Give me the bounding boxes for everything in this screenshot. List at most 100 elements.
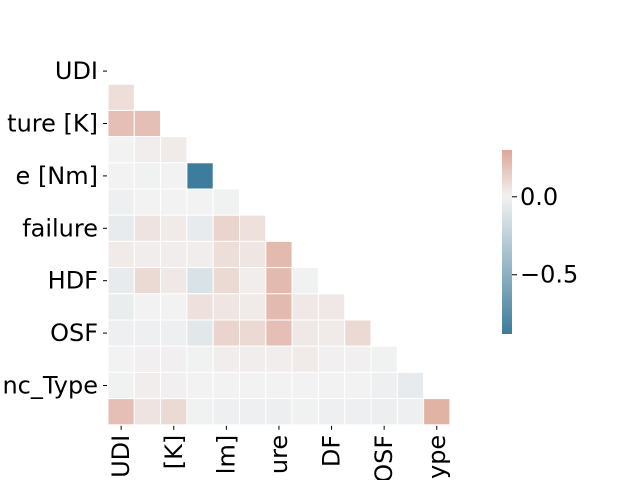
heatmap-cell-r5-c4 xyxy=(212,188,240,216)
heatmap-cell-r13-c11 xyxy=(396,398,425,426)
heatmap-cell-r11-c6 xyxy=(265,345,293,373)
heatmap-cell-r11-c9 xyxy=(344,345,372,373)
heatmap-cell-r11-c8 xyxy=(317,345,346,373)
heatmap-cell-r13-c2 xyxy=(160,398,188,426)
heatmap-cell-r12-c5 xyxy=(239,371,267,400)
heatmap-cell-r9-c0 xyxy=(107,293,135,321)
y-tick-label: e [Nm] xyxy=(16,162,98,190)
heatmap-cell-r6-c5 xyxy=(239,214,267,242)
heatmap-cell-r4-c0 xyxy=(107,162,135,190)
y-tick-label: UDI xyxy=(55,57,98,85)
heatmap-cell-r7-c6 xyxy=(265,240,293,269)
heatmap-cell-r12-c8 xyxy=(317,371,346,400)
heatmap-cell-r11-c10 xyxy=(370,345,398,373)
heatmap-cell-r12-c4 xyxy=(212,371,240,400)
heatmap-cell-r5-c3 xyxy=(186,188,214,216)
heatmap-cell-r4-c1 xyxy=(133,162,162,190)
heatmap-cell-r6-c4 xyxy=(212,214,240,242)
heatmap-cell-r9-c7 xyxy=(291,293,319,321)
y-tick-label: OSF xyxy=(50,319,98,347)
heatmap-cell-r8-c6 xyxy=(265,267,293,295)
heatmap-cell-r13-c9 xyxy=(344,398,372,426)
heatmap-cell-r9-c1 xyxy=(133,293,162,321)
x-tick-label: [K] xyxy=(160,435,188,469)
heatmap-cell-r6-c3 xyxy=(186,214,214,242)
heatmap-cell-r1-c0 xyxy=(107,83,135,111)
heatmap-cell-r12-c0 xyxy=(107,371,135,400)
heatmap-cell-r10-c9 xyxy=(344,319,372,347)
heatmap-cell-r8-c1 xyxy=(133,267,162,295)
heatmap-cell-r9-c8 xyxy=(317,293,346,321)
heatmap-cell-r12-c7 xyxy=(291,371,319,400)
heatmap-cell-r7-c2 xyxy=(160,240,188,269)
heatmap-cell-r12-c9 xyxy=(344,371,372,400)
heatmap-cell-r11-c2 xyxy=(160,345,188,373)
heatmap-cell-r3-c1 xyxy=(133,136,162,164)
heatmap-cell-r10-c3 xyxy=(186,319,214,347)
heatmap-cell-r8-c5 xyxy=(239,267,267,295)
heatmap-cell-r10-c4 xyxy=(212,319,240,347)
heatmap-cell-r9-c6 xyxy=(265,293,293,321)
heatmap-cell-r8-c0 xyxy=(107,267,135,295)
heatmap-cell-r8-c7 xyxy=(291,267,319,295)
x-tick-label: lm] xyxy=(212,435,240,474)
heatmap-cell-r8-c2 xyxy=(160,267,188,295)
heatmap-cell-r10-c7 xyxy=(291,319,319,347)
heatmap-cell-r13-c1 xyxy=(133,398,162,426)
heatmap-cell-r3-c0 xyxy=(107,136,135,164)
heatmap-cell-r12-c11 xyxy=(396,371,425,400)
heatmap-cell-r10-c5 xyxy=(239,319,267,347)
heatmap-cell-r7-c1 xyxy=(133,240,162,269)
heatmap-cell-r13-c8 xyxy=(317,398,346,426)
heatmap-cell-r7-c3 xyxy=(186,240,214,269)
heatmap-cell-r11-c7 xyxy=(291,345,319,373)
heatmap-cell-r11-c4 xyxy=(212,345,240,373)
colorbar xyxy=(502,150,512,334)
heatmap-cell-r7-c4 xyxy=(212,240,240,269)
heatmap-cell-r11-c5 xyxy=(239,345,267,373)
x-tick-label: ure xyxy=(265,435,293,474)
heatmap-cell-r12-c10 xyxy=(370,371,398,400)
heatmap-cell-r6-c1 xyxy=(133,214,162,242)
y-tick-label: failure xyxy=(22,214,98,242)
colorbar-tick-label: 0.0 xyxy=(520,183,558,211)
heatmap-cell-r11-c3 xyxy=(186,345,214,373)
heatmap-cell-r8-c3 xyxy=(186,267,214,295)
heatmap-cell-r13-c0 xyxy=(107,398,135,426)
heatmap-cell-r8-c4 xyxy=(212,267,240,295)
heatmap-cell-r12-c2 xyxy=(160,371,188,400)
heatmap-cell-r10-c0 xyxy=(107,319,135,347)
heatmap-cell-r9-c5 xyxy=(239,293,267,321)
y-tick-label: ture [K] xyxy=(7,110,98,138)
heatmap-cell-r11-c1 xyxy=(133,345,162,373)
heatmap-cell-r10-c6 xyxy=(265,319,293,347)
y-tick-label: HDF xyxy=(48,267,98,295)
heatmap-cell-r9-c4 xyxy=(212,293,240,321)
heatmap-cell-r6-c0 xyxy=(107,214,135,242)
heatmap-cell-r13-c6 xyxy=(265,398,293,426)
heatmap-cell-r2-c1 xyxy=(133,109,162,138)
heatmap-cell-r5-c2 xyxy=(160,188,188,216)
heatmap-cell-r12-c6 xyxy=(265,371,293,400)
heatmap-cell-r10-c2 xyxy=(160,319,188,347)
heatmap-cell-r10-c1 xyxy=(133,319,162,347)
heatmap-cell-r13-c5 xyxy=(239,398,267,426)
heatmap-cell-r6-c2 xyxy=(160,214,188,242)
heatmap-cell-r5-c0 xyxy=(107,188,135,216)
heatmap-cell-r7-c5 xyxy=(239,240,267,269)
heatmap-cell-r13-c4 xyxy=(212,398,240,426)
heatmap-cell-r13-c7 xyxy=(291,398,319,426)
heatmap-cell-r3-c2 xyxy=(160,136,188,164)
heatmap-cell-r4-c2 xyxy=(160,162,188,190)
heatmap-cell-r12-c3 xyxy=(186,371,214,400)
heatmap-cell-r5-c1 xyxy=(133,188,162,216)
heatmap-cell-r13-c3 xyxy=(186,398,214,426)
heatmap-cell-r7-c0 xyxy=(107,240,135,269)
heatmap-cell-r13-c10 xyxy=(370,398,398,426)
heatmap-cell-r11-c0 xyxy=(107,345,135,373)
heatmap-cell-r9-c3 xyxy=(186,293,214,321)
heatmap-cell-r10-c8 xyxy=(317,319,346,347)
heatmap-cell-r12-c1 xyxy=(133,371,162,400)
heatmap-cell-r13-c12 xyxy=(423,398,451,426)
